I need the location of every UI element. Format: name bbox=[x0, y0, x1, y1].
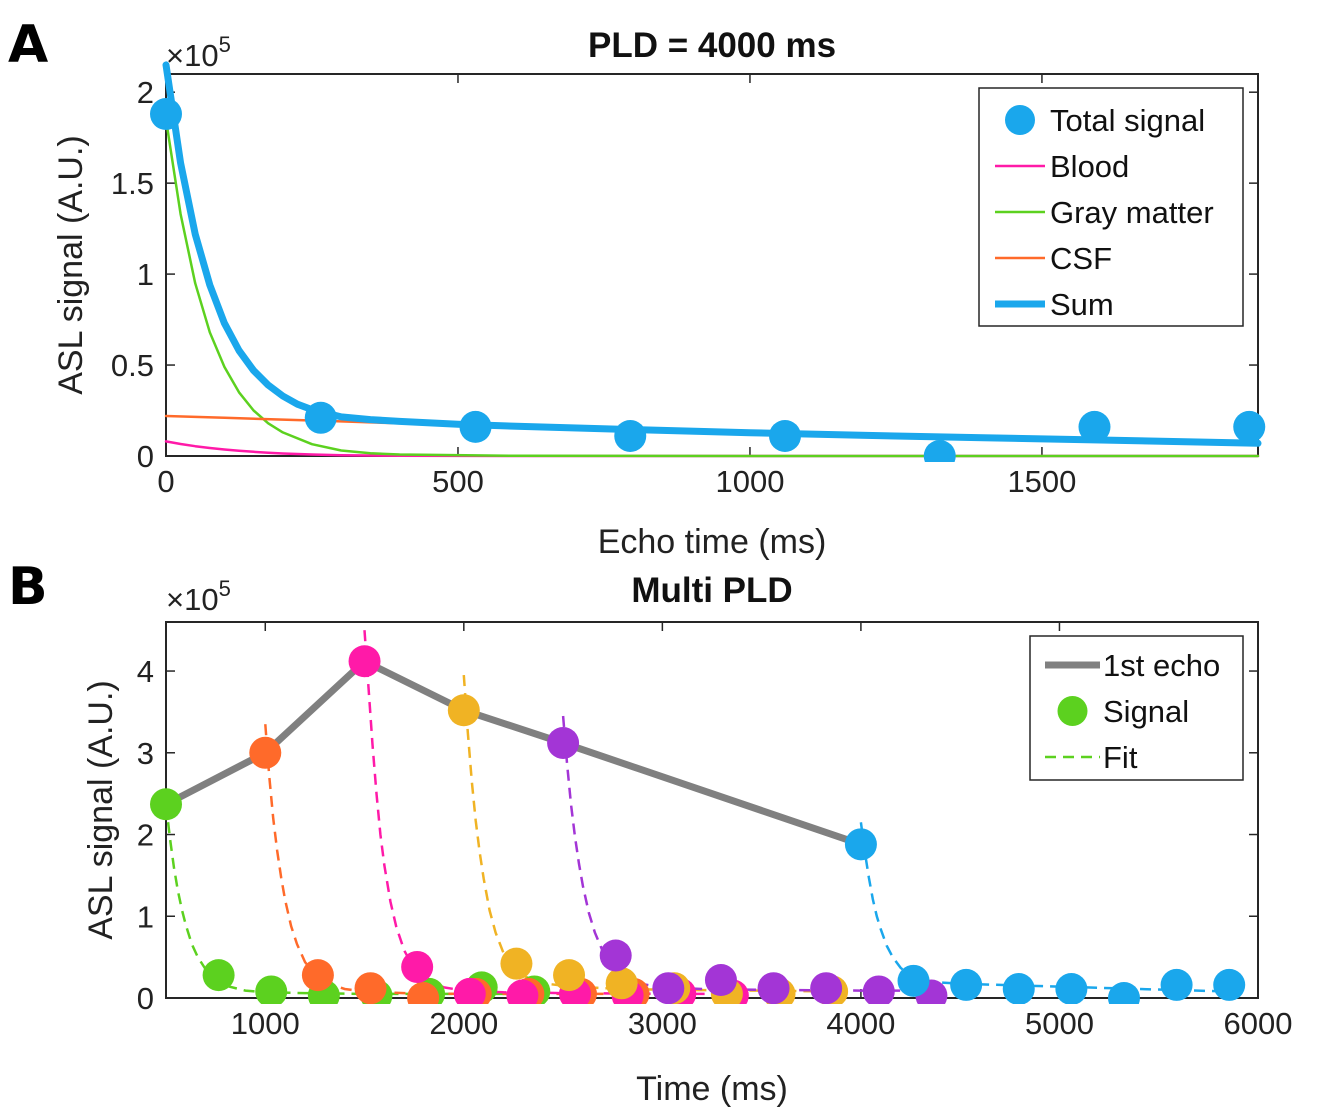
total-signal-point bbox=[614, 419, 647, 452]
panel-a: A PLD = 4000 ms ×105 0 500 1000 1500 0 0.5 1 1.… bbox=[8, 15, 1266, 561]
signal-point bbox=[1160, 968, 1193, 1001]
y-tick-label: 1 bbox=[137, 257, 154, 292]
signal-point bbox=[599, 939, 632, 972]
x-tick-label: 0 bbox=[157, 464, 174, 499]
x-axis-label-a: Echo time (ms) bbox=[598, 523, 827, 561]
x-tick-label: 1000 bbox=[231, 1006, 300, 1041]
total-signal-point bbox=[304, 401, 337, 434]
signal-point bbox=[453, 977, 486, 1004]
signal-point bbox=[897, 964, 930, 997]
markers-b bbox=[150, 645, 1246, 1004]
signal-point bbox=[1002, 973, 1035, 1004]
legend-label: Gray matter bbox=[1050, 195, 1214, 230]
series-layer-a bbox=[150, 61, 1266, 462]
series-layer-b bbox=[150, 630, 1246, 1004]
x-tick-label: 3000 bbox=[628, 1006, 697, 1041]
signal-point bbox=[757, 972, 790, 1004]
total-signal-point bbox=[923, 440, 956, 462]
y-tick-label: 4 bbox=[137, 654, 154, 689]
panel-label-b: B bbox=[8, 557, 48, 617]
signal-point bbox=[447, 694, 480, 727]
y-tick-label: 1.5 bbox=[111, 166, 154, 201]
x-tick-label: 1000 bbox=[715, 464, 784, 499]
total-signal-point bbox=[459, 410, 492, 443]
signal-point bbox=[704, 964, 737, 997]
markers-a bbox=[150, 98, 1266, 462]
signal-point bbox=[301, 959, 334, 992]
y-multiplier-b: ×105 bbox=[166, 576, 231, 617]
y-multiplier-a: ×105 bbox=[166, 32, 231, 73]
legend-label: Fit bbox=[1103, 740, 1138, 775]
x-tick-label: 4000 bbox=[826, 1006, 895, 1041]
y-tick-label: 2 bbox=[137, 75, 154, 110]
signal-point bbox=[255, 975, 288, 1004]
legend-label: Total signal bbox=[1050, 103, 1205, 138]
total-signal-point bbox=[1233, 410, 1266, 443]
legend-a: Total signal Blood Gray matter CSF Sum bbox=[978, 87, 1244, 327]
signal-point bbox=[547, 726, 580, 759]
ticks-b: 1000 2000 3000 4000 5000 6000 0 1 2 3 4 bbox=[137, 622, 1293, 1041]
y-tick-label: 0.5 bbox=[111, 348, 154, 383]
y-multiplier-base-a: ×10 bbox=[166, 38, 219, 73]
y-multiplier-exp-b: 5 bbox=[219, 576, 231, 601]
signal-point bbox=[401, 950, 434, 983]
signal-point bbox=[810, 972, 843, 1004]
legend-marker bbox=[1057, 696, 1088, 726]
x-tick-label: 2000 bbox=[429, 1006, 498, 1041]
y-axis-label-a: ASL signal (A.U.) bbox=[52, 135, 90, 395]
legend-marker bbox=[1005, 105, 1035, 135]
fit-curve bbox=[462, 675, 833, 993]
signal-point bbox=[407, 982, 440, 1004]
signal-point bbox=[500, 947, 533, 980]
x-axis-label-b: Time (ms) bbox=[636, 1070, 788, 1108]
x-tick-label: 5000 bbox=[1025, 1006, 1094, 1041]
ticks-a: 0 500 1000 1500 0 0.5 1 1.5 2 bbox=[111, 74, 1258, 499]
y-tick-label: 0 bbox=[137, 981, 154, 1016]
panel-b: B Multi PLD ×105 1000 2000 3000 4000 5000 600… bbox=[8, 557, 1292, 1108]
total-signal-point bbox=[150, 98, 182, 131]
chart-title-a: PLD = 4000 ms bbox=[588, 26, 836, 65]
first-echo-line bbox=[164, 657, 863, 848]
y-tick-label: 3 bbox=[137, 736, 154, 771]
y-tick-label: 1 bbox=[137, 899, 154, 934]
x-tick-label: 1500 bbox=[1007, 464, 1076, 499]
total-signal-point bbox=[1078, 410, 1111, 443]
legend-b: 1st echo Signal Fit bbox=[1029, 635, 1244, 781]
signal-point bbox=[1055, 973, 1088, 1004]
legend-label: CSF bbox=[1050, 241, 1112, 276]
y-tick-label: 2 bbox=[137, 818, 154, 853]
x-tick-label: 500 bbox=[432, 464, 484, 499]
signal-point bbox=[553, 959, 586, 992]
signal-point bbox=[652, 972, 685, 1004]
signal-point bbox=[348, 645, 381, 678]
signal-point bbox=[605, 967, 638, 1000]
panel-label-a: A bbox=[8, 15, 48, 75]
y-axis-label-b: ASL signal (A.U.) bbox=[82, 680, 120, 940]
chart-title-b: Multi PLD bbox=[631, 571, 792, 610]
legend-label: Blood bbox=[1050, 149, 1129, 184]
signal-point bbox=[862, 975, 895, 1004]
signal-point bbox=[150, 788, 182, 821]
fit-curve bbox=[264, 724, 634, 996]
total-signal-point bbox=[768, 419, 801, 452]
signal-point bbox=[844, 828, 877, 861]
signal-point bbox=[202, 959, 235, 992]
legend-label: Signal bbox=[1103, 694, 1189, 729]
y-multiplier-exp-a: 5 bbox=[219, 32, 231, 57]
y-tick-label: 0 bbox=[137, 439, 154, 474]
signal-point bbox=[506, 979, 539, 1004]
signal-point bbox=[354, 972, 387, 1004]
signal-point bbox=[950, 968, 983, 1001]
x-tick-label: 6000 bbox=[1224, 1006, 1293, 1041]
legend-label: 1st echo bbox=[1103, 648, 1220, 683]
y-multiplier-base-b: ×10 bbox=[166, 582, 219, 617]
signal-point bbox=[249, 736, 282, 769]
series-line-gray-matter bbox=[164, 118, 1260, 458]
signal-point bbox=[1213, 968, 1246, 1001]
signal-point bbox=[1107, 982, 1140, 1004]
legend-label: Sum bbox=[1050, 287, 1114, 322]
